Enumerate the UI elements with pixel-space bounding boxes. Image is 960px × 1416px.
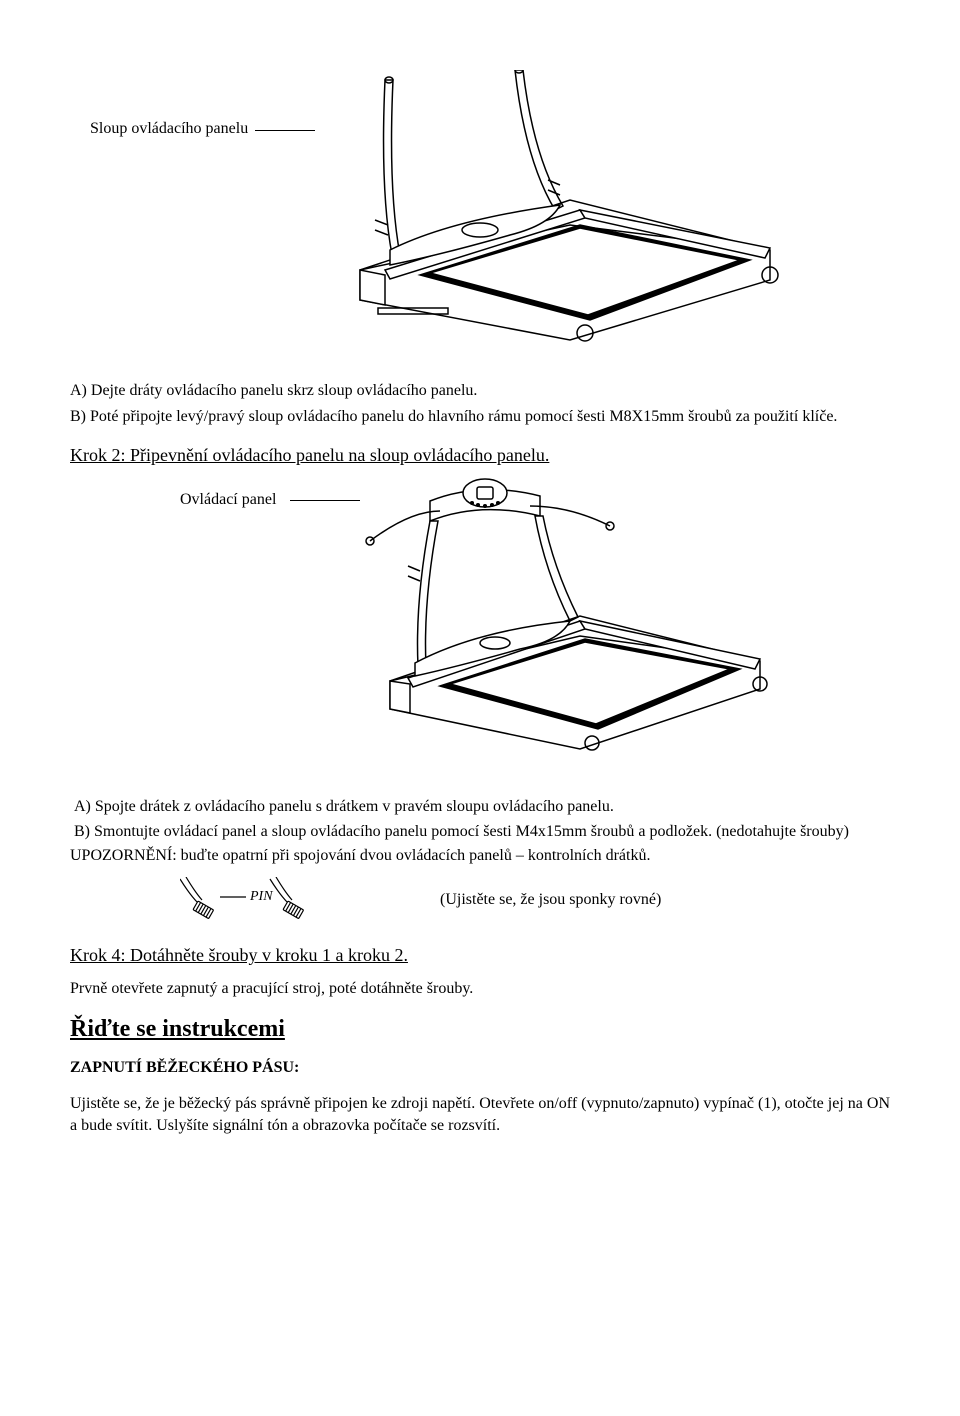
pin-note: (Ujistěte se, že jsou sponky rovné): [440, 891, 661, 909]
figure2-leader-line: [290, 500, 360, 501]
step2-heading: Krok 2: Připevnění ovládacího panelu na …: [70, 445, 890, 466]
figure1-label: Sloup ovládacího panelu: [90, 120, 248, 138]
figure-treadmill-console: Ovládací panel: [70, 476, 890, 786]
power-on-heading: ZAPNUTÍ BĚŽECKÉHO PÁSU:: [70, 1059, 890, 1077]
pin-connector-figure: PIN (Ujistěte se, že jsou sponky rovné): [70, 877, 890, 927]
treadmill-console-icon: [360, 471, 780, 771]
pin-label: PIN: [250, 889, 273, 905]
instructions-heading: Řiďte se instrukcemi: [70, 1016, 890, 1043]
figure-treadmill-uprights: Sloup ovládacího panelu: [70, 60, 890, 360]
step4-heading: Krok 4: Dotáhněte šrouby v kroku 1 a kro…: [70, 945, 890, 966]
step1-a-text: A) Dejte dráty ovládacího panelu skrz sl…: [70, 380, 890, 402]
document-page: Sloup ovládacího panelu: [0, 0, 960, 1416]
step2-b-text: B) Smontujte ovládací panel a sloup ovlá…: [70, 821, 890, 843]
figure2-label: Ovládací panel: [180, 491, 276, 509]
warning-text: UPOZORNĚNÍ: buďte opatrní při spojování …: [70, 845, 890, 867]
treadmill-uprights-icon: [330, 70, 790, 350]
step1-b-text: B) Poté připojte levý/pravý sloup ovláda…: [70, 406, 890, 428]
step2-a-text: A) Spojte drátek z ovládacího panelu s d…: [70, 796, 890, 818]
power-on-body: Ujistěte se, že je běžecký pás správně p…: [70, 1093, 890, 1136]
step4-body: Prvně otevřete zapnutý a pracující stroj…: [70, 980, 890, 998]
figure1-leader-line: [255, 130, 315, 131]
